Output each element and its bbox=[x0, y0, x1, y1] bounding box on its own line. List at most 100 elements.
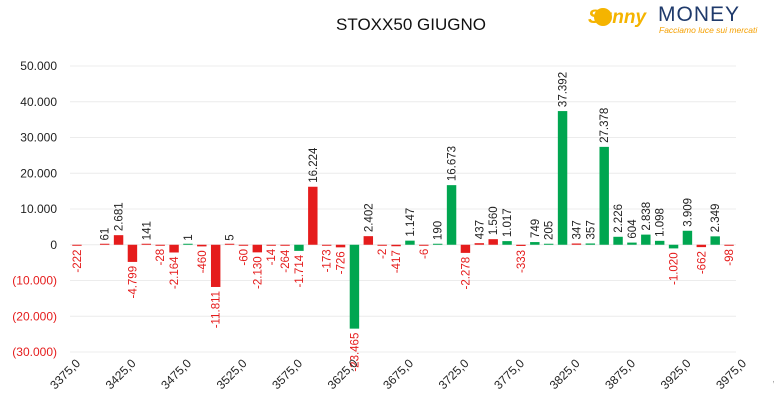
bar bbox=[280, 244, 290, 246]
bar bbox=[530, 242, 540, 245]
logo-word-money: MONEY bbox=[658, 3, 740, 26]
bar bbox=[696, 244, 707, 248]
bar bbox=[155, 244, 165, 246]
bar bbox=[113, 235, 124, 245]
data-label: 1 bbox=[183, 234, 195, 240]
bar bbox=[627, 242, 637, 245]
data-label: 37.392 bbox=[558, 72, 570, 107]
data-label: 2.226 bbox=[613, 204, 625, 233]
data-label: -2.130 bbox=[252, 256, 264, 289]
data-label: 604 bbox=[627, 219, 639, 239]
data-label: 16.224 bbox=[308, 147, 320, 183]
x-tick-label: 3575,0 bbox=[269, 356, 305, 392]
bar bbox=[446, 185, 457, 245]
bar bbox=[668, 244, 679, 249]
data-label: 190 bbox=[433, 221, 445, 240]
data-label: 347 bbox=[571, 220, 583, 239]
data-label: -6 bbox=[419, 249, 431, 259]
y-tick-label: (30.000) bbox=[12, 345, 57, 359]
y-tick-label: 0 bbox=[50, 238, 57, 252]
bar bbox=[266, 244, 276, 246]
data-label: -1.714 bbox=[294, 254, 306, 287]
bar bbox=[335, 244, 346, 248]
x-tick-label: 3425,0 bbox=[103, 356, 139, 392]
data-label: -222 bbox=[72, 250, 84, 273]
bar bbox=[724, 244, 734, 246]
x-tick-label: 3625,0 bbox=[325, 356, 361, 392]
data-label: 2.349 bbox=[710, 204, 722, 233]
y-tick-label: 50.000 bbox=[20, 59, 57, 73]
bar bbox=[363, 236, 374, 245]
x-tick-label: 3375,0 bbox=[47, 356, 83, 392]
logo-tagline: Facciamo luce sui mercati bbox=[659, 25, 758, 35]
data-label: -60 bbox=[238, 249, 250, 266]
chart-title: STOXX50 GIUGNO bbox=[336, 15, 486, 34]
data-label: -662 bbox=[696, 251, 708, 274]
data-label: -726 bbox=[336, 251, 348, 274]
data-label: -11.811 bbox=[211, 291, 223, 328]
data-label: 141 bbox=[141, 221, 153, 240]
data-label: 16.673 bbox=[447, 146, 459, 181]
data-label: 1.560 bbox=[488, 206, 500, 235]
x-tick-label: 3975,0 bbox=[713, 356, 749, 392]
data-label: -173 bbox=[322, 249, 334, 272]
y-tick-label: (20.000) bbox=[12, 309, 57, 323]
bars bbox=[72, 111, 734, 329]
data-label: -264 bbox=[280, 249, 292, 273]
data-label: 5 bbox=[225, 234, 237, 240]
bar bbox=[654, 240, 665, 245]
data-label: -2 bbox=[377, 249, 389, 259]
y-tick-label: 20.000 bbox=[20, 166, 57, 180]
bar bbox=[141, 243, 152, 245]
bar bbox=[72, 244, 82, 246]
bar bbox=[349, 244, 360, 329]
bar bbox=[169, 244, 179, 253]
data-label: 1.147 bbox=[405, 208, 417, 237]
x-tick-label: 3775,0 bbox=[491, 356, 527, 392]
y-tick-label: 30.000 bbox=[20, 131, 57, 145]
data-label: -460 bbox=[197, 250, 209, 273]
x-tick-label: 4025,0 bbox=[769, 356, 774, 392]
logo-word-sunny: Sunny bbox=[588, 7, 647, 28]
bar bbox=[682, 230, 693, 245]
bar bbox=[502, 241, 512, 245]
x-tick-label: 3875,0 bbox=[602, 356, 638, 392]
data-label: 3.909 bbox=[682, 198, 694, 227]
bar bbox=[197, 244, 207, 247]
data-label: -98 bbox=[724, 249, 736, 266]
bar bbox=[308, 186, 318, 245]
data-label: 749 bbox=[530, 219, 542, 238]
data-label: -2.164 bbox=[169, 256, 181, 289]
bar bbox=[127, 244, 138, 262]
bar bbox=[474, 243, 485, 245]
data-label: -4.799 bbox=[127, 266, 139, 299]
bar bbox=[377, 244, 387, 246]
data-label: -28 bbox=[155, 249, 167, 266]
bar bbox=[405, 240, 415, 245]
bar bbox=[516, 244, 526, 246]
bar bbox=[571, 243, 582, 245]
bar bbox=[641, 234, 651, 245]
data-labels: -222 612.681 -4.799 141-28 -2.164 1 -460 -11.81… bbox=[72, 72, 736, 372]
data-label: 2.402 bbox=[363, 203, 375, 232]
x-tick-label: 3675,0 bbox=[380, 356, 416, 392]
bar bbox=[599, 146, 609, 245]
y-tick-label: (10.000) bbox=[12, 274, 57, 288]
bar bbox=[460, 244, 471, 253]
data-label: 27.378 bbox=[599, 108, 611, 143]
data-label: 1.098 bbox=[655, 208, 667, 237]
bar bbox=[543, 243, 554, 245]
sun-icon bbox=[594, 8, 612, 26]
bar bbox=[183, 243, 193, 245]
bar bbox=[238, 244, 249, 246]
x-axis-ticks: 3375,0 3425,0 3475,0 3525,0 3575,0 3625,0 3675… bbox=[47, 356, 774, 392]
bar bbox=[419, 244, 429, 246]
y-tick-label: 10.000 bbox=[20, 202, 57, 216]
bar bbox=[224, 243, 235, 245]
data-label: -417 bbox=[391, 250, 403, 273]
bar bbox=[710, 236, 720, 245]
logo: Sunny MONEY Facciamo luce sui mercati bbox=[588, 3, 758, 35]
x-tick-label: 3475,0 bbox=[158, 356, 194, 392]
data-label: 61 bbox=[100, 228, 112, 241]
